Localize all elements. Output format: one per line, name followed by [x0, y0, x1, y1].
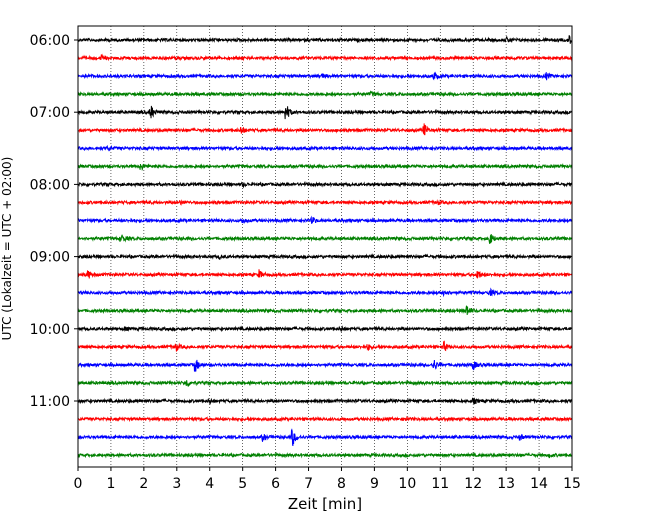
trace-0900: [77, 253, 573, 261]
trace-0630: [77, 71, 573, 81]
x-tick-label: 14: [530, 476, 548, 492]
trace-0615: [77, 53, 573, 62]
y-tick-label: 07:00: [30, 105, 70, 121]
y-axis-label: UTC (Lokalzeit = UTC + 02:00): [0, 157, 14, 341]
y-tick-label: 10:00: [30, 322, 70, 338]
trace-1030: [77, 359, 573, 372]
x-tick-label: 11: [431, 476, 449, 492]
plot-frame: [77, 25, 573, 468]
trace-0645: [77, 90, 573, 98]
trace-series: [77, 35, 573, 459]
trace-1145: [77, 451, 573, 459]
axis-ticks: 0 1 2 3 4 5 6 7 8 9 10 11 12 13 14 1506:0007:0008:0009:…: [30, 33, 581, 492]
y-tick-label: 06:00: [30, 33, 70, 49]
x-axis-label: Zeit [min]: [288, 495, 362, 513]
x-tick-label: 4: [205, 476, 214, 492]
x-tick-label: 2: [139, 476, 148, 492]
x-tick-label: 9: [370, 476, 379, 492]
x-tick-label: 12: [464, 476, 482, 492]
y-tick-label: 11:00: [30, 394, 70, 410]
trace-0715: [77, 123, 573, 136]
trace-1130: [77, 428, 573, 447]
trace-0815: [77, 199, 573, 206]
trace-0730: [77, 144, 573, 152]
x-tick-label: 1: [106, 476, 115, 492]
trace-1000: [77, 325, 573, 333]
trace-1115: [77, 415, 573, 423]
x-tick-label: 0: [74, 476, 83, 492]
x-tick-label: 15: [563, 476, 581, 492]
trace-0600: [77, 35, 573, 44]
trace-0945: [77, 305, 573, 316]
trace-0930: [77, 287, 573, 298]
x-tick-label: 13: [497, 476, 515, 492]
x-tick-label: 5: [238, 476, 247, 492]
trace-0700: [77, 105, 573, 120]
trace-1045: [77, 379, 573, 387]
trace-0845: [77, 233, 573, 244]
y-tick-label: 09:00: [30, 250, 70, 266]
x-tick-label: 10: [398, 476, 416, 492]
trace-0800: [77, 180, 573, 189]
x-tick-label: 8: [337, 476, 346, 492]
trace-0830: [77, 215, 573, 224]
trace-1100: [77, 397, 573, 406]
trace-1015: [77, 340, 573, 352]
y-tick-label: 08:00: [30, 177, 70, 193]
x-tick-label: 3: [172, 476, 181, 492]
trace-0915: [77, 269, 573, 279]
x-tick-label: 7: [304, 476, 313, 492]
trace-0745: [77, 162, 573, 171]
x-tick-label: 6: [271, 476, 280, 492]
